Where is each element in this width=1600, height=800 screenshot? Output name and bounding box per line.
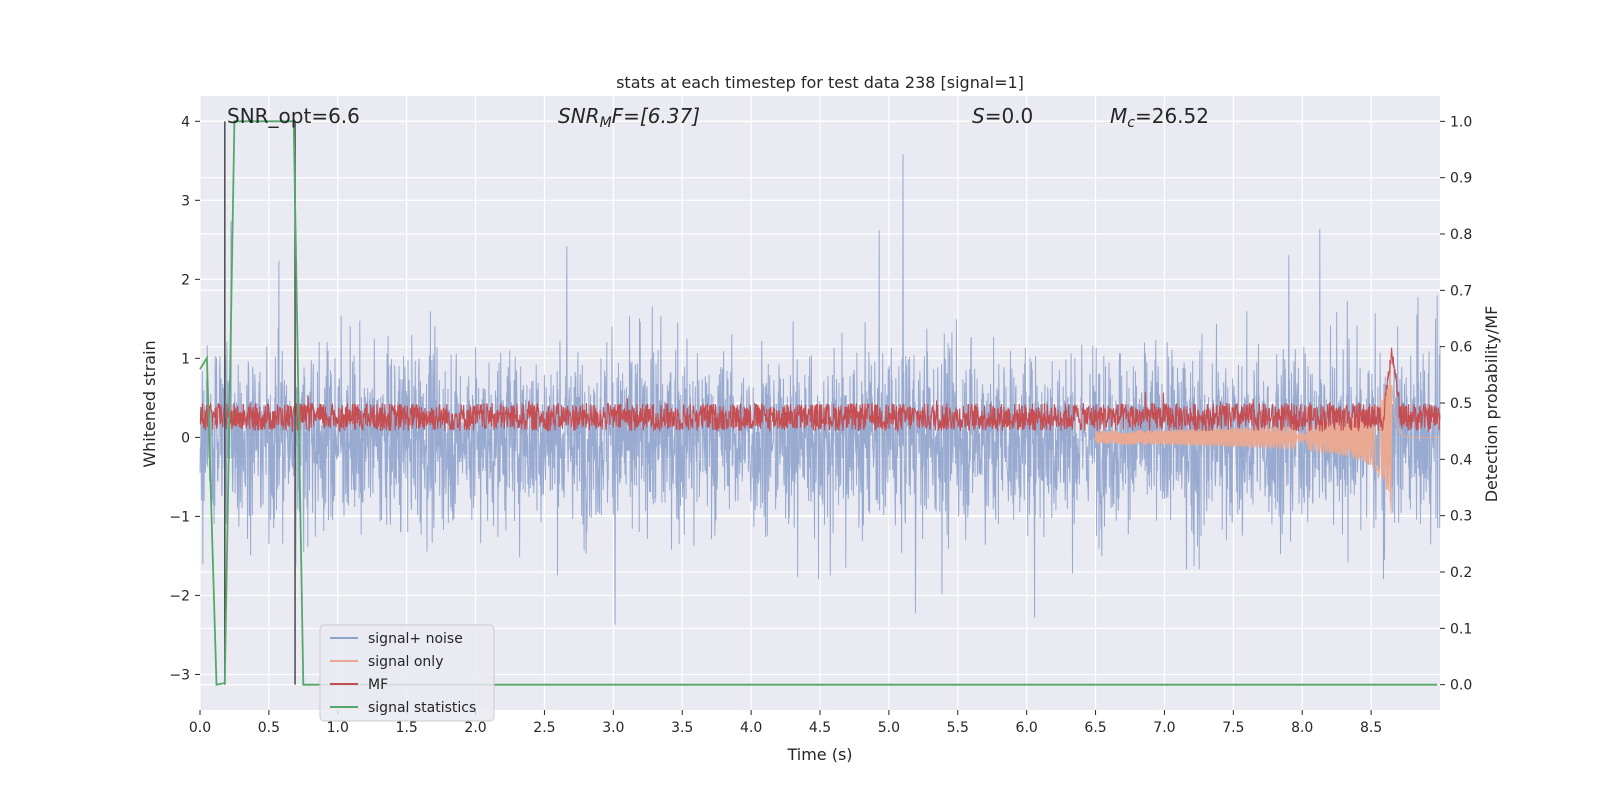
x-tick-label: 3.5 bbox=[671, 720, 693, 736]
y-right-tick-label: 0.9 bbox=[1450, 171, 1472, 187]
y-right-tick-label: 0.0 bbox=[1450, 678, 1472, 694]
y-left-tick-label: 2 bbox=[181, 272, 190, 288]
legend-label-signal-plus-noise: signal+ noise bbox=[368, 631, 463, 647]
annotation-s: S=0.0 bbox=[972, 104, 1033, 128]
signal-only-line bbox=[1095, 363, 1440, 514]
annotation-snr-mf: SNRMF=[6.37] bbox=[558, 104, 700, 131]
x-tick-label: 4.5 bbox=[809, 720, 831, 736]
series-signal-statistics bbox=[199, 120, 1438, 686]
snr-mf-label: SNR bbox=[558, 104, 600, 128]
y-left-tick-label: 3 bbox=[181, 193, 190, 209]
snr-mf-value: F=[6.37] bbox=[612, 104, 700, 128]
y-right-tick-label: 0.8 bbox=[1450, 227, 1472, 243]
x-tick-label: 8.5 bbox=[1360, 720, 1382, 736]
x-axis-ticks: 0.0 0.5 1.0 1.5 2.0 2.5 3.0 3.5 4.0 4.5 5.0 5.5 6.0 6… bbox=[189, 710, 1382, 736]
y-right-tick-label: 0.1 bbox=[1450, 621, 1472, 637]
legend-box bbox=[319, 624, 495, 722]
x-tick-label: 3.0 bbox=[602, 720, 624, 736]
y-right-tick-label: 0.3 bbox=[1450, 509, 1472, 525]
mc-value: =26.52 bbox=[1135, 104, 1209, 128]
s-label: S bbox=[972, 104, 985, 128]
y-left-tick-label: −1 bbox=[169, 509, 190, 525]
y-left-tick-label: 0 bbox=[181, 430, 190, 446]
s-value: =0.0 bbox=[985, 104, 1034, 128]
x-tick-label: 6.0 bbox=[1016, 720, 1038, 736]
y-right-tick-label: 0.4 bbox=[1450, 452, 1472, 468]
x-axis-label: Time (s) bbox=[786, 745, 852, 764]
y-left-tick-label: −2 bbox=[169, 588, 190, 604]
x-tick-label: 0.5 bbox=[258, 720, 280, 736]
x-tick-label: 1.5 bbox=[396, 720, 418, 736]
y-axis-right-label: Detection probability/MF bbox=[1482, 306, 1501, 503]
x-tick-label: 5.5 bbox=[947, 720, 969, 736]
y-axis-left-ticks: −3 −2 −1 0 1 2 3 4 bbox=[169, 114, 200, 683]
mc-subscript: c bbox=[1127, 115, 1135, 131]
legend-label-signal-statistics: signal statistics bbox=[368, 700, 476, 716]
legend-label-signal-only: signal only bbox=[368, 654, 443, 670]
annotation-snr-opt: SNR_opt=6.6 bbox=[227, 104, 360, 128]
x-tick-label: 5.0 bbox=[878, 720, 900, 736]
x-tick-label: 7.5 bbox=[1222, 720, 1244, 736]
series-mf bbox=[199, 347, 1441, 433]
y-right-tick-label: 0.7 bbox=[1450, 283, 1472, 299]
y-left-tick-label: −3 bbox=[169, 667, 190, 683]
y-right-tick-label: 0.6 bbox=[1450, 340, 1472, 356]
signal-statistics-line bbox=[199, 120, 1438, 686]
x-tick-label: 6.5 bbox=[1084, 720, 1106, 736]
y-right-tick-label: 0.5 bbox=[1450, 396, 1472, 412]
chart-title: stats at each timestep for test data 238… bbox=[616, 73, 1024, 92]
y-left-tick-label: 4 bbox=[181, 114, 190, 130]
y-left-tick-label: 1 bbox=[181, 351, 190, 367]
y-right-tick-label: 0.2 bbox=[1450, 565, 1472, 581]
mc-label: M bbox=[1110, 104, 1127, 128]
snr-mf-subscript: M bbox=[600, 115, 612, 131]
annotation-mc: Mc=26.52 bbox=[1110, 104, 1209, 131]
y-axis-right-ticks: 0.0 0.1 0.2 0.3 0.4 0.5 0.6 0.7 0.8 0.9 1.0 bbox=[1440, 114, 1472, 694]
x-tick-label: 0.0 bbox=[189, 720, 211, 736]
y-right-tick-label: 1.0 bbox=[1450, 114, 1472, 130]
x-tick-label: 4.0 bbox=[740, 720, 762, 736]
y-axis-left-label: Whitened strain bbox=[140, 340, 159, 467]
x-tick-label: 1.0 bbox=[327, 720, 349, 736]
x-tick-label: 8.0 bbox=[1291, 720, 1313, 736]
x-tick-label: 2.0 bbox=[464, 720, 486, 736]
legend: signal+ noise signal only MF signal stat… bbox=[319, 624, 495, 722]
x-tick-label: 2.5 bbox=[533, 720, 555, 736]
x-tick-label: 7.0 bbox=[1153, 720, 1175, 736]
mf-line bbox=[199, 347, 1441, 433]
legend-label-mf: MF bbox=[368, 677, 388, 693]
series-signal-only bbox=[1095, 363, 1440, 514]
